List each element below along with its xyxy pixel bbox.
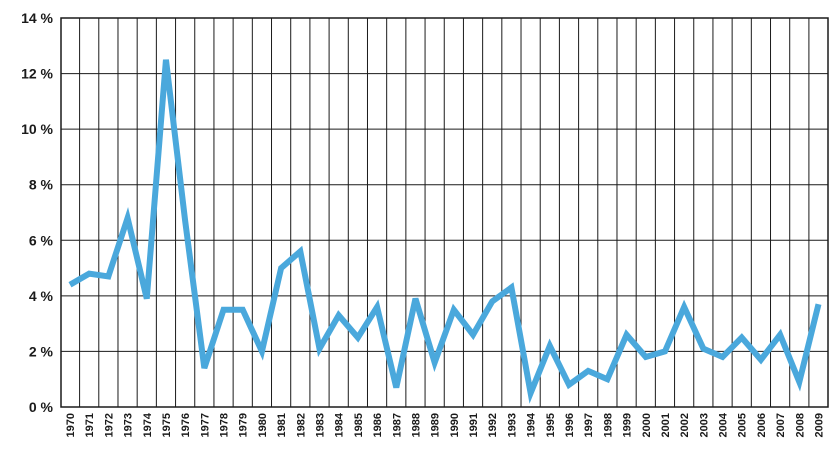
- data-point-1981: [278, 265, 284, 271]
- x-tick-label: 1971: [84, 413, 96, 437]
- x-tick-label: 1979: [238, 413, 250, 437]
- data-point-1997: [585, 368, 591, 374]
- x-tick-label: 2006: [756, 413, 768, 437]
- x-tick-label: 1992: [487, 413, 499, 437]
- y-tick-label: 6 %: [29, 232, 54, 248]
- x-tick-label: 2003: [698, 413, 710, 437]
- x-tick-label: 1975: [161, 413, 173, 437]
- x-tick-label: 1986: [372, 413, 384, 437]
- x-tick-label: 1980: [257, 413, 269, 437]
- x-tick-label: 2009: [814, 413, 826, 437]
- y-tick-label: 2 %: [29, 343, 54, 359]
- data-point-1972: [105, 273, 111, 279]
- data-point-1971: [86, 271, 92, 277]
- x-tick-label: 2000: [641, 413, 653, 437]
- x-tick-label: 1991: [468, 413, 480, 437]
- data-point-2003: [700, 346, 706, 352]
- data-point-1999: [624, 332, 630, 338]
- data-point-1995: [547, 343, 553, 349]
- x-tick-label: 1997: [583, 413, 595, 437]
- y-tick-label: 12 %: [21, 66, 53, 82]
- data-point-1998: [604, 376, 610, 382]
- x-tick-label: 1985: [353, 413, 365, 437]
- data-point-2004: [720, 354, 726, 360]
- x-tick-label: 1996: [564, 413, 576, 437]
- data-point-1991: [470, 332, 476, 338]
- data-point-1974: [144, 296, 150, 302]
- x-tick-label: 1988: [410, 413, 422, 437]
- x-tick-label: 1994: [526, 412, 538, 437]
- x-tick-label: 2005: [737, 413, 749, 437]
- data-point-1976: [182, 218, 188, 224]
- data-point-2001: [662, 348, 668, 354]
- data-point-1996: [566, 382, 572, 388]
- series-line-layer: [67, 57, 822, 404]
- data-point-1984: [336, 312, 342, 318]
- x-tick-label: 1972: [103, 413, 115, 437]
- x-axis-tick-labels: 1970 1971 1972 1973 1974 1975 1976 1977 1978 1979…: [65, 412, 826, 437]
- data-point-2006: [758, 357, 764, 363]
- data-point-2007: [777, 332, 783, 338]
- x-tick-label: 1984: [334, 412, 346, 437]
- x-tick-label: 1973: [123, 413, 135, 437]
- x-tick-label: 2002: [679, 413, 691, 437]
- data-point-1978: [221, 307, 227, 313]
- x-tick-label: 1995: [545, 413, 557, 437]
- data-point-2002: [681, 304, 687, 310]
- data-point-1992: [489, 298, 495, 304]
- data-point-1980: [259, 348, 265, 354]
- data-point-1993: [508, 285, 514, 291]
- y-tick-label: 4 %: [29, 288, 54, 304]
- data-point-1986: [374, 304, 380, 310]
- data-point-2005: [739, 335, 745, 341]
- y-tick-label: 8 %: [29, 177, 54, 193]
- x-tick-label: 1981: [276, 413, 288, 437]
- data-point-1987: [393, 385, 399, 391]
- x-tick-label: 1977: [199, 413, 211, 437]
- x-tick-label: 2008: [794, 413, 806, 437]
- x-tick-label: 2001: [660, 413, 672, 437]
- x-tick-label: 1993: [506, 413, 518, 437]
- data-point-1977: [201, 365, 207, 371]
- data-point-1985: [355, 335, 361, 341]
- x-tick-label: 1978: [219, 413, 231, 437]
- data-point-1983: [317, 346, 323, 352]
- x-tick-label: 1983: [315, 413, 327, 437]
- data-point-1970: [67, 282, 73, 288]
- data-point-1979: [240, 307, 246, 313]
- data-point-1982: [297, 248, 303, 254]
- x-tick-label: 2004: [718, 412, 730, 437]
- data-point-2008: [796, 379, 802, 385]
- x-tick-label: 1982: [295, 413, 307, 437]
- x-tick-label: 1974: [142, 412, 154, 437]
- data-point-1973: [125, 215, 131, 221]
- data-point-2000: [643, 354, 649, 360]
- y-tick-label: 10 %: [21, 121, 53, 137]
- data-point-1994: [528, 390, 534, 396]
- grid-lines: [61, 17, 828, 408]
- x-tick-label: 1987: [391, 413, 403, 437]
- data-point-1975: [163, 57, 169, 63]
- x-tick-label: 1990: [449, 413, 461, 437]
- x-tick-label: 1976: [180, 413, 192, 437]
- x-tick-label: 1998: [602, 413, 614, 437]
- x-tick-label: 2007: [775, 413, 787, 437]
- x-tick-label: 1989: [430, 413, 442, 437]
- data-point-1990: [451, 307, 457, 313]
- x-tick-label: 1970: [65, 413, 77, 437]
- y-tick-label: 0 %: [29, 399, 54, 415]
- data-point-1988: [412, 296, 418, 302]
- plot-border: [60, 17, 829, 408]
- y-axis-tick-labels: 0 % 2 % 4 % 6 % 8 % 10 % 12 % 14 %: [21, 10, 53, 415]
- x-tick-label: 1999: [622, 413, 634, 437]
- data-point-2009: [816, 301, 822, 307]
- y-tick-label: 14 %: [21, 10, 53, 26]
- data-point-1989: [432, 360, 438, 366]
- series-line: [68, 59, 822, 404]
